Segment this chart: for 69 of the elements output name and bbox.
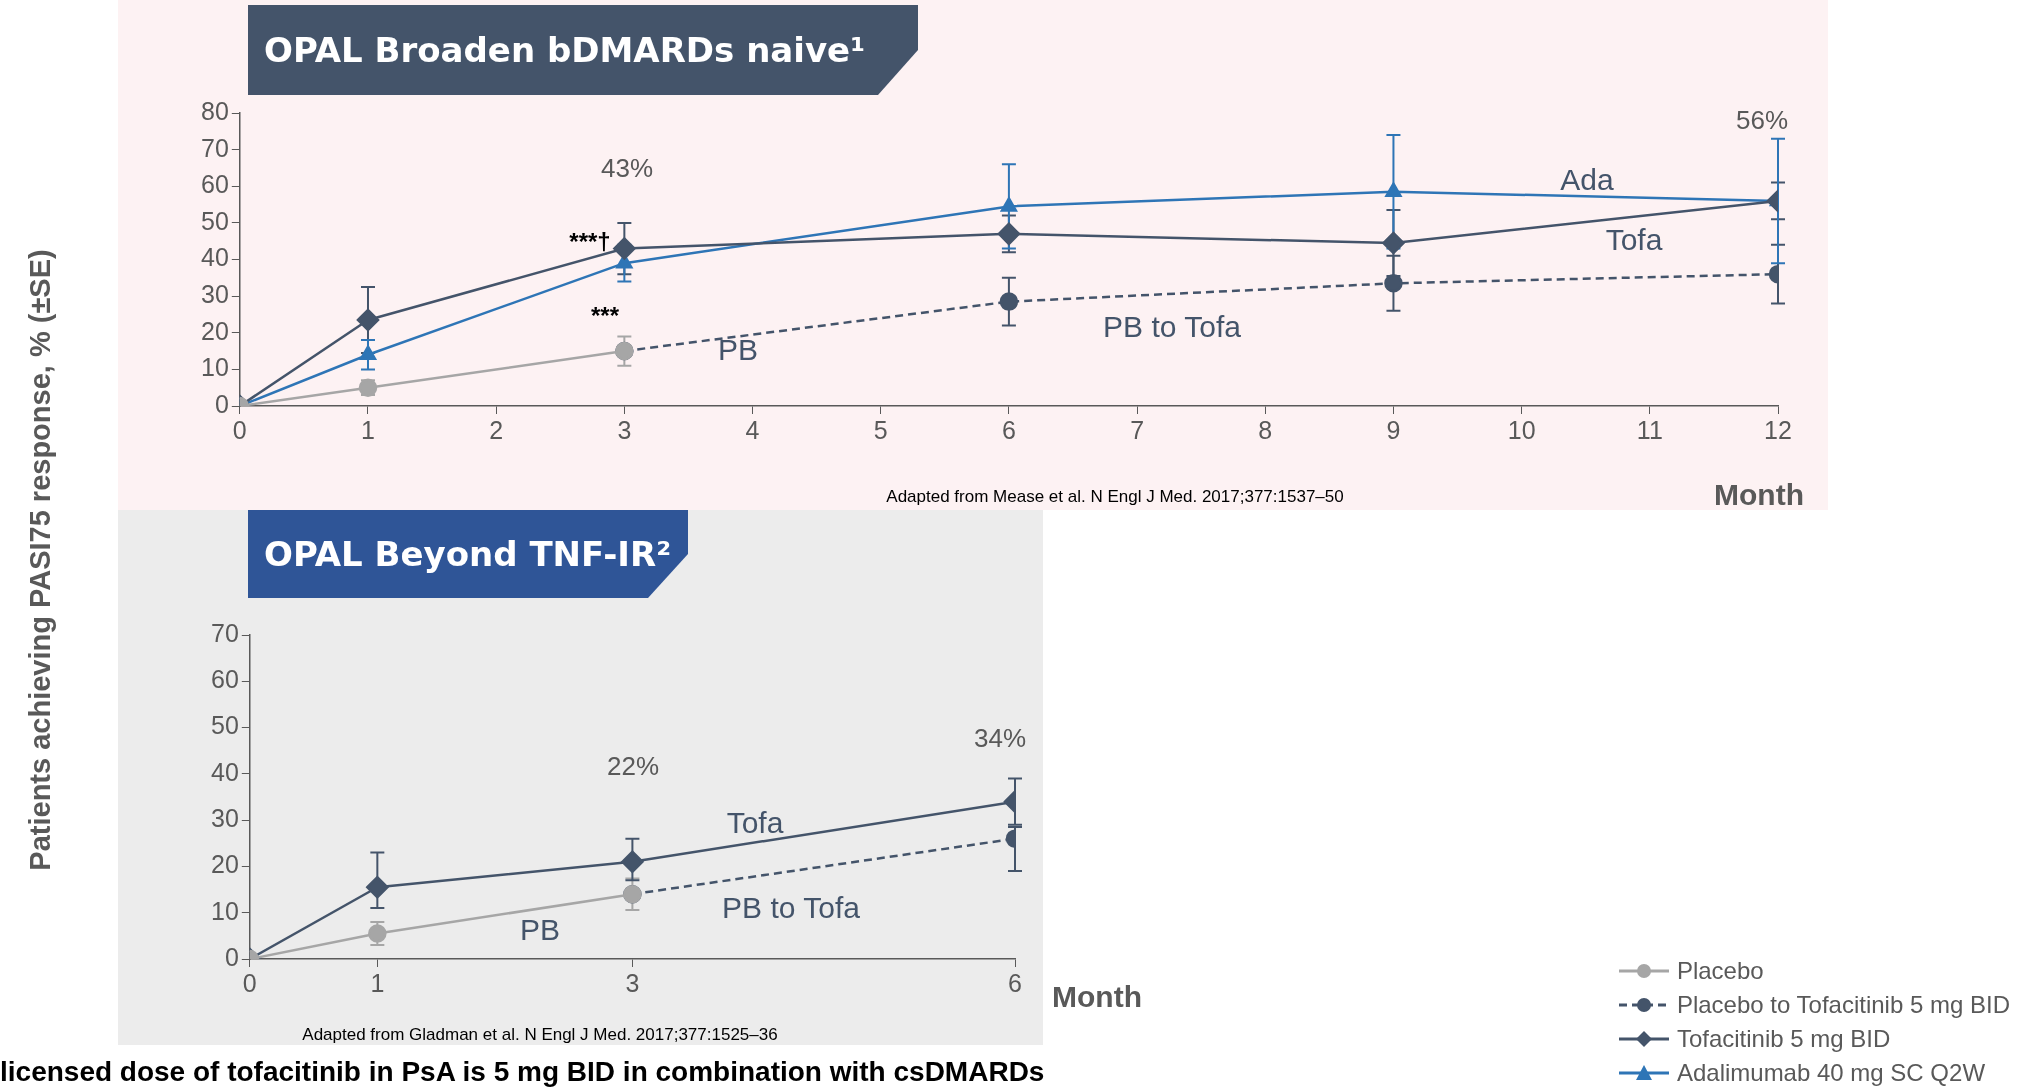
y-tick-label: 10 [201, 353, 229, 382]
y-tick-label: 40 [201, 243, 229, 272]
annotation: PB [519, 913, 561, 947]
point [356, 308, 380, 332]
annotation: 43% [600, 152, 654, 184]
y-tick-label: 40 [211, 757, 239, 786]
text: Adapted from Gladman et al. N Engl J Med. 2017;377:1525–36 [302, 1025, 778, 1045]
point [368, 924, 387, 943]
legend-label: Placebo [1676, 957, 1764, 985]
y-tick-label: 30 [211, 804, 239, 833]
x-tick-label: 3 [625, 968, 640, 997]
x-tick-label: 12 [1764, 415, 1792, 444]
x-tick-label: 7 [1130, 415, 1145, 444]
chart-title: OPAL Beyond TNF-IR² [248, 510, 688, 598]
point [999, 292, 1019, 311]
point [613, 237, 636, 260]
x-axis-title: Month [1714, 478, 1804, 512]
x-tick-label: 2 [489, 415, 504, 444]
annotation: PB to Tofa [1103, 310, 1241, 344]
annotation: Tofa [1605, 223, 1663, 257]
x-tick-label: 10 [1507, 415, 1536, 444]
x-tick-label: 6 [1008, 968, 1022, 997]
x-axis-title: Month [1052, 980, 1142, 1014]
y-tick-label: 80 [201, 96, 229, 125]
point [1382, 231, 1405, 255]
y-tick-label: 50 [211, 711, 239, 740]
x-tick-label: 9 [1386, 415, 1401, 444]
y-tick-label: 70 [201, 133, 229, 162]
y-tick-label: 0 [214, 389, 229, 418]
y-tick-label: 60 [211, 665, 239, 694]
annotation: Ada [1560, 163, 1614, 197]
annotation: PB [717, 333, 759, 367]
annotation: 56% [1735, 104, 1789, 136]
point [621, 850, 644, 874]
x-tick-label: 4 [745, 415, 760, 444]
y-tick-label: 20 [211, 850, 239, 879]
point [1385, 182, 1402, 197]
x-tick-label: 8 [1258, 415, 1273, 444]
point [997, 222, 1021, 246]
x-tick-label: 3 [617, 415, 632, 444]
point [1000, 197, 1018, 212]
legend-label: Tofacitinib 5 mg BID [1676, 1025, 1891, 1053]
annotation: PB to Tofa [722, 891, 860, 925]
text: licensed dose of tofacitinib in PsA is 5 mg BID in combination with csDMARDs [0, 1056, 1045, 1088]
annotation: 22% [606, 750, 660, 782]
y-tick-label: 30 [201, 280, 229, 309]
x-tick-label: 1 [370, 968, 385, 997]
y-tick-label: 20 [201, 316, 229, 345]
x-tick-label: 5 [873, 415, 888, 444]
y-tick-label: 70 [211, 618, 239, 647]
x-tick-label: 11 [1636, 415, 1663, 444]
y-tick-label: 60 [201, 170, 229, 199]
y-axis-title: Patients achieving PASI75 response, % (±SE) [23, 249, 57, 871]
legend-label: Placebo to Tofacitinib 5 mg BID [1676, 991, 2010, 1019]
point [1384, 274, 1403, 293]
annotation: *** [590, 302, 620, 330]
y-tick-label: 50 [201, 206, 229, 235]
text: Adapted from Mease et al. N Engl J Med. 2017;377:1537–50 [886, 487, 1344, 507]
x-tick-label: 1 [361, 415, 375, 444]
annotation: 34% [973, 722, 1027, 754]
legend-label: Adalimumab 40 mg SC Q2W [1676, 1059, 1986, 1087]
x-tick-label: 6 [1001, 415, 1016, 444]
y-tick-label: 0 [224, 942, 239, 971]
annotation: ***† [569, 228, 611, 256]
point [366, 876, 389, 899]
chart-title: OPAL Broaden bDMARDs naive¹ [248, 5, 918, 95]
annotation: Tofa [726, 806, 784, 840]
x-tick-label: 0 [242, 968, 257, 997]
y-tick-label: 10 [211, 896, 239, 925]
